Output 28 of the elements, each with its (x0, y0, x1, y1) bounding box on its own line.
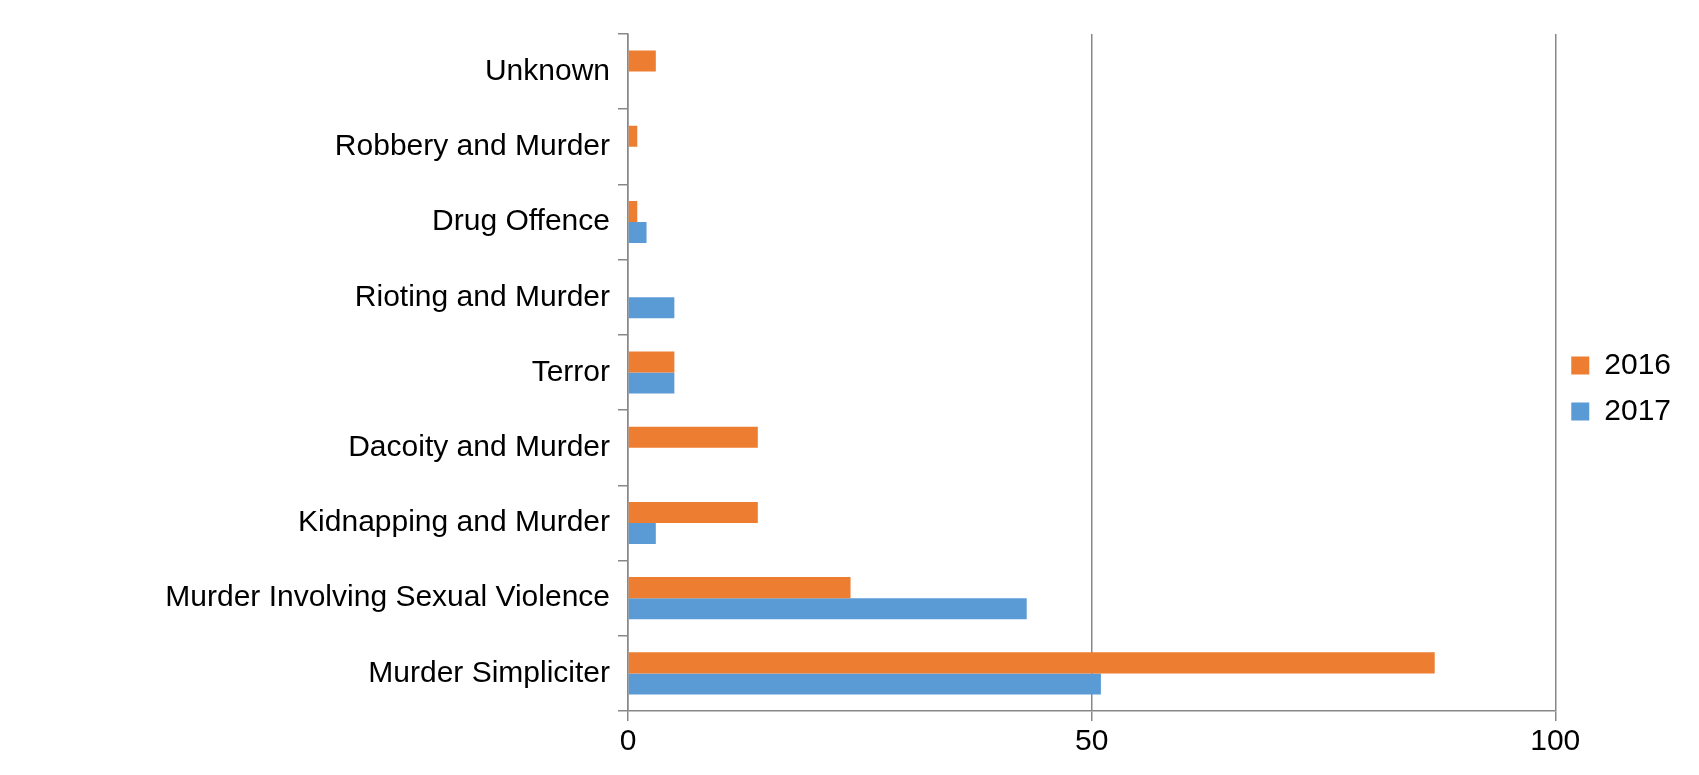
bar (628, 673, 1101, 695)
x-tick-label: 50 (1074, 723, 1109, 757)
bar (628, 222, 647, 244)
bar (628, 351, 675, 373)
legend-label: 2017 (1604, 392, 1672, 426)
bar (628, 297, 675, 319)
bar (628, 577, 851, 599)
y-tick-label: Terror (531, 353, 611, 387)
bar (628, 426, 758, 448)
y-tick-label: Robbery and Murder (334, 128, 610, 162)
bar (628, 598, 1027, 620)
bar (628, 652, 1435, 674)
y-tick-label: Drug Offence (432, 203, 610, 237)
y-tick-label: Murder Simpliciter (368, 654, 610, 688)
bar (628, 501, 758, 523)
y-tick-label: Unknown (484, 52, 610, 86)
bar (628, 522, 656, 545)
y-tick-label: Dacoity and Murder (348, 428, 610, 462)
y-tick-label: Murder Involving Sexual Violence (165, 579, 610, 613)
y-tick-label: Rioting and Murder (354, 278, 610, 312)
bar (628, 125, 638, 147)
y-tick-label: Kidnapping and Murder (298, 504, 610, 538)
bar (628, 200, 638, 223)
legend-label: 2016 (1604, 346, 1672, 380)
x-tick-label: 100 (1530, 723, 1581, 757)
x-tick-label: 0 (619, 723, 637, 757)
bar (628, 50, 656, 72)
bar (628, 372, 675, 394)
